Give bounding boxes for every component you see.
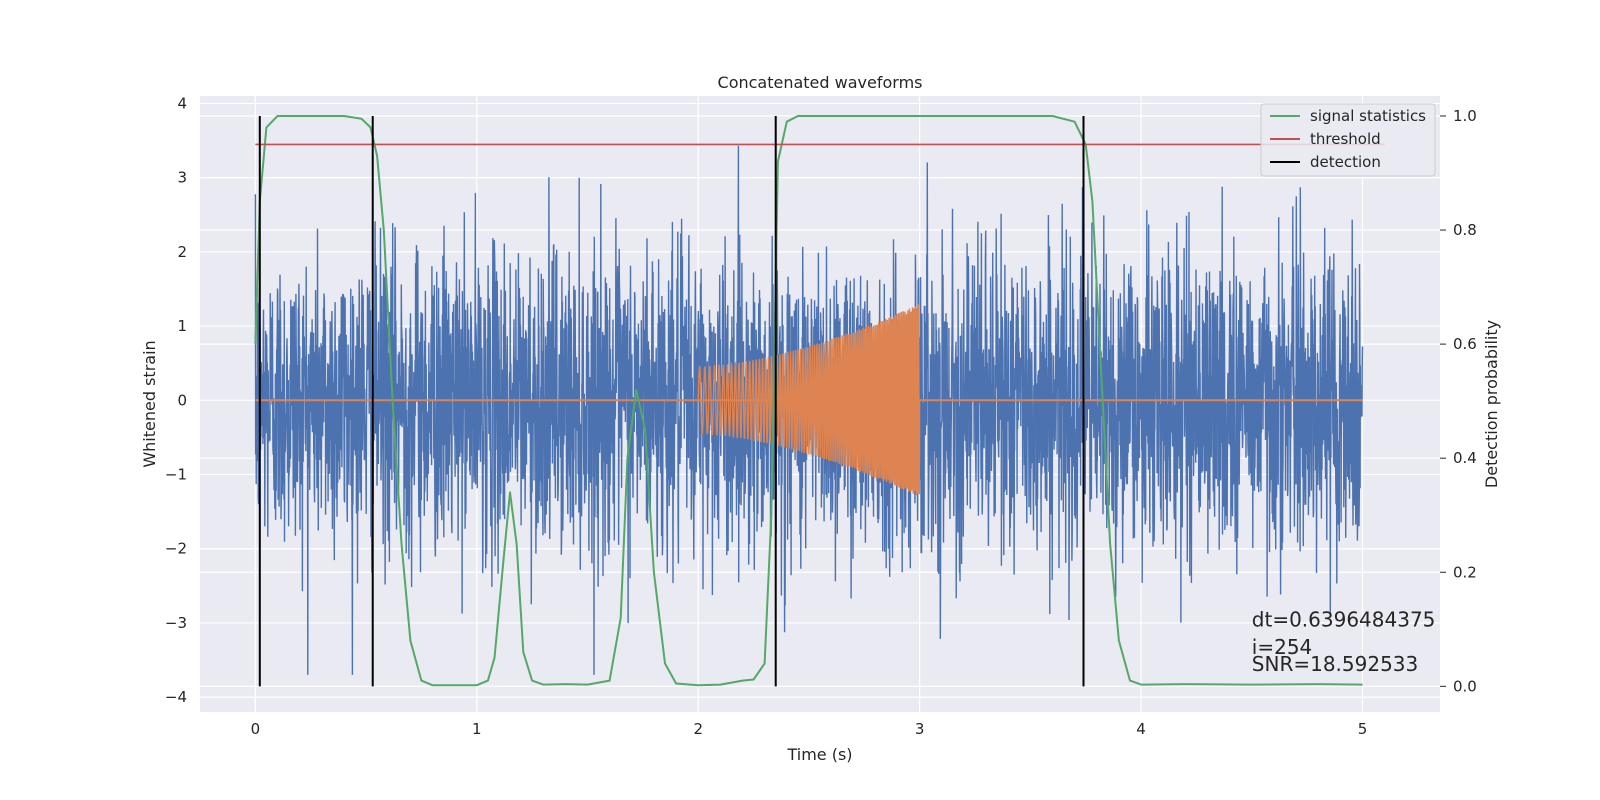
annotation-text: dt=0.6396484375: [1252, 608, 1436, 632]
annotation-text: SNR=18.592533: [1252, 652, 1418, 676]
y-tick-label-right: 0.4: [1453, 449, 1477, 467]
x-tick-label: 2: [693, 720, 703, 738]
x-tick-label: 1: [472, 720, 482, 738]
y-tick-label-left: −2: [165, 540, 187, 558]
y-tick-label-left: 1: [177, 317, 187, 335]
x-axis-label: Time (s): [786, 745, 852, 764]
y-tick-label-right: 0.8: [1453, 221, 1477, 239]
y-tick-label-right: 1.0: [1453, 107, 1477, 125]
annotation-text: i=254: [1252, 635, 1313, 659]
y-tick-label-left: 2: [177, 243, 187, 261]
y-tick-label-right: 0.6: [1453, 335, 1477, 353]
chirp-series: [255, 304, 1363, 496]
y-tick-label-left: −1: [165, 466, 187, 484]
legend-label-detection: detection: [1310, 153, 1381, 171]
x-tick-label: 5: [1358, 720, 1368, 738]
legend-label-signal: signal statistics: [1310, 107, 1426, 125]
x-tick-label: 0: [251, 720, 261, 738]
y-tick-label-left: 4: [177, 94, 187, 112]
y-axis-label-right: Detection probability: [1482, 320, 1501, 488]
signal-statistics-line: [254, 115, 1363, 687]
y-tick-label-left: −3: [165, 614, 187, 632]
legend-label-threshold: threshold: [1310, 130, 1381, 148]
y-tick-label-left: 3: [177, 169, 187, 187]
chirp-line: [697, 304, 921, 496]
probability-series: [254, 115, 1385, 687]
chart-title: Concatenated waveforms: [718, 73, 923, 92]
y-tick-label-left: −4: [165, 688, 187, 706]
legend-frame: [1260, 103, 1436, 177]
y-tick-label-right: 0.2: [1453, 563, 1477, 581]
x-tick-label: 4: [1136, 720, 1146, 738]
tick-labels: 0 1 2 3 4 5 −4 −3 −2 −1 0 1 2 3 4 0.0 0.2 0.4 0.6 0.8 1.0: [165, 94, 1477, 738]
y-tick-label-left: 0: [177, 391, 187, 409]
y-tick-label-right: 0.0: [1453, 677, 1477, 695]
x-tick-label: 3: [915, 720, 925, 738]
legend: signal statistics threshold detection: [1260, 103, 1436, 177]
y-axis-label-left: Whitened strain: [140, 340, 159, 467]
